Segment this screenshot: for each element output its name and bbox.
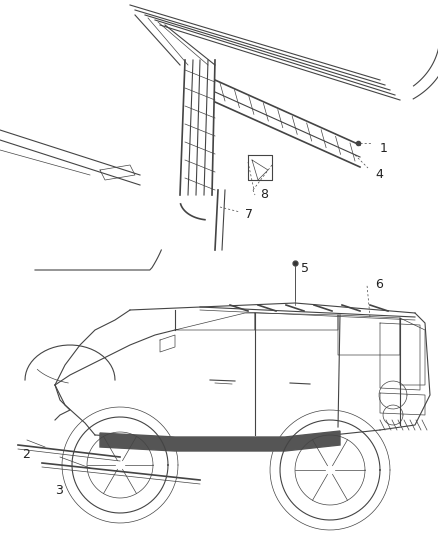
Text: 6: 6 [375, 279, 383, 292]
Text: 3: 3 [55, 483, 63, 497]
Text: 5: 5 [301, 262, 309, 274]
Text: 7: 7 [245, 208, 253, 222]
Polygon shape [100, 431, 340, 451]
Text: 8: 8 [260, 189, 268, 201]
Text: 2: 2 [22, 448, 30, 462]
Text: 1: 1 [380, 141, 388, 155]
Text: 4: 4 [375, 168, 383, 182]
